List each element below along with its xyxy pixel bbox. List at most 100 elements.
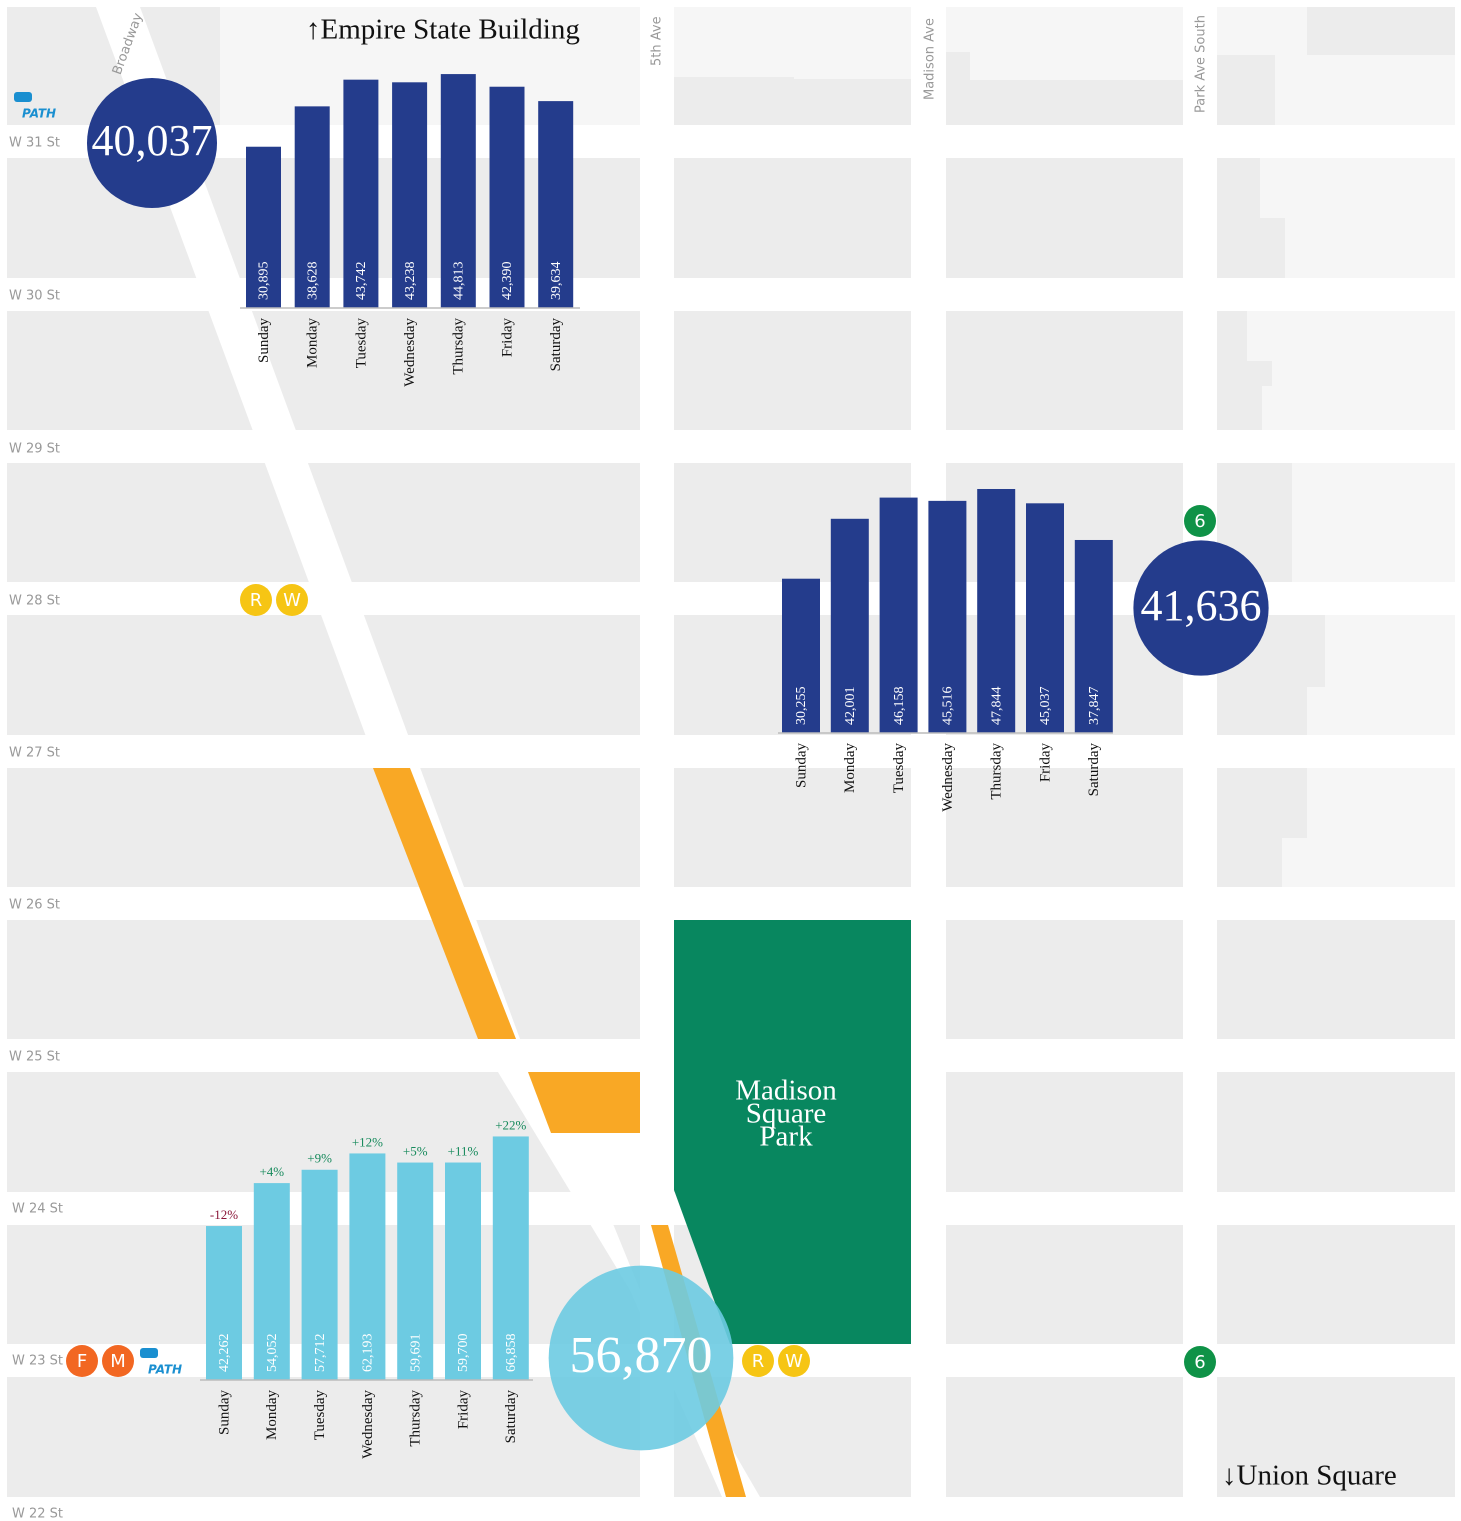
bar <box>1026 503 1064 733</box>
station-badge <box>742 1345 774 1377</box>
park-label-line: Square <box>746 1098 827 1130</box>
change-label: +5% <box>403 1144 428 1159</box>
change-label: +22% <box>495 1117 526 1132</box>
street-label: W 26 St <box>9 898 60 913</box>
park-label-line: Park <box>759 1121 813 1153</box>
total-label: 56,870 <box>570 1327 713 1384</box>
street-label: W 25 St <box>9 1050 60 1065</box>
block <box>7 311 640 430</box>
station-line: 6 <box>1194 511 1205 532</box>
station-line: R <box>250 590 263 611</box>
bar <box>445 1162 481 1380</box>
light-block <box>1292 463 1455 582</box>
path-icon <box>140 1348 158 1358</box>
street-label: W 23 St <box>12 1354 63 1369</box>
category-label: Friday <box>455 1390 471 1430</box>
bar <box>206 1226 242 1380</box>
category-label: Thursday <box>408 1390 424 1447</box>
category-label: Monday <box>842 743 858 793</box>
category-label: Wednesday <box>940 743 956 812</box>
block <box>1217 1072 1455 1192</box>
light-block <box>1260 158 1455 218</box>
total-label: 41,636 <box>1141 581 1262 630</box>
block <box>946 158 1183 278</box>
station-line: M <box>110 1351 126 1372</box>
category-label: Friday <box>499 318 515 358</box>
category-label: Tuesday <box>353 318 369 369</box>
category-label: Saturday <box>548 318 564 372</box>
value-label: 59,691 <box>408 1334 423 1373</box>
light-block <box>1285 218 1455 278</box>
category-label: Thursday <box>989 743 1005 800</box>
avenue-label: Park Ave South <box>1194 15 1209 113</box>
value-label: 43,238 <box>403 262 418 301</box>
overlay: W 31 St W 30 St W 29 St W 28 St W 27 St W 26 … <box>9 74 1269 1521</box>
value-label: 62,193 <box>361 1334 376 1373</box>
light-block <box>794 7 911 79</box>
block <box>7 615 640 735</box>
park-label: Madison Square Park <box>735 1075 837 1153</box>
chart: 30,255 Sunday 42,001 Monday 46,158 Tuesday 45,… <box>778 488 1269 812</box>
block <box>946 1377 1183 1497</box>
block <box>946 1072 1183 1192</box>
block <box>7 768 640 887</box>
category-label: Sunday <box>793 743 809 789</box>
change-label: +9% <box>307 1151 332 1166</box>
light-block <box>970 52 1183 80</box>
total-circle <box>86 77 218 209</box>
block <box>674 768 911 887</box>
chart: 42,262 Sunday -12% 54,052 Monday +4% 57,712 Tue… <box>200 1117 734 1459</box>
street-label: W 29 St <box>9 442 60 457</box>
value-label: 42,001 <box>843 687 858 726</box>
bar <box>538 101 574 308</box>
bar <box>301 1169 338 1380</box>
path-icon <box>14 92 32 102</box>
bar <box>392 82 428 308</box>
bar <box>928 500 967 733</box>
bar <box>782 578 820 733</box>
value-label: 30,255 <box>794 687 809 726</box>
avenue-label: 5th Ave <box>650 16 665 66</box>
total-circle <box>1133 540 1269 676</box>
street-label: W 28 St <box>9 594 60 609</box>
value-label: 42,390 <box>500 262 515 301</box>
value-label: 47,844 <box>989 687 1004 726</box>
bar <box>246 146 281 308</box>
station-badge <box>66 1345 98 1377</box>
category-label: Tuesday <box>312 1390 328 1441</box>
block <box>1217 920 1455 1039</box>
light-block <box>1217 7 1307 55</box>
light-block <box>946 7 1183 52</box>
light-block <box>674 7 794 77</box>
total-circle <box>548 1265 734 1451</box>
block <box>946 311 1183 430</box>
park-label-line: Madison <box>735 1075 837 1107</box>
category-label: Sunday <box>256 318 272 364</box>
value-label: 39,634 <box>549 262 564 301</box>
station-badge <box>276 584 308 616</box>
broadway-plaza <box>373 768 516 1039</box>
chart: 30,895 Sunday 38,628 Monday 43,742 Tuesday 43,… <box>86 74 580 387</box>
value-label: 54,052 <box>265 1334 280 1373</box>
value-label: 59,700 <box>456 1334 471 1373</box>
category-label: Wednesday <box>360 1390 376 1459</box>
path-logo: PATH <box>148 1363 182 1377</box>
block <box>674 311 911 430</box>
station-line: F <box>77 1351 87 1372</box>
south-label: ↓Union Square <box>1222 1460 1397 1492</box>
station-line: R <box>752 1351 765 1372</box>
light-block <box>1247 311 1455 361</box>
bar <box>397 1162 434 1380</box>
block <box>946 768 1183 887</box>
light-block <box>1307 768 1455 838</box>
station-badge <box>1184 1346 1216 1378</box>
change-label: +11% <box>448 1144 479 1159</box>
block <box>946 920 1183 1039</box>
light-block <box>1307 687 1455 735</box>
category-label: Saturday <box>1086 743 1102 797</box>
category-label: Wednesday <box>402 318 418 387</box>
street-label: W 31 St <box>9 136 60 151</box>
category-label: Thursday <box>451 318 467 375</box>
block <box>7 920 640 1039</box>
